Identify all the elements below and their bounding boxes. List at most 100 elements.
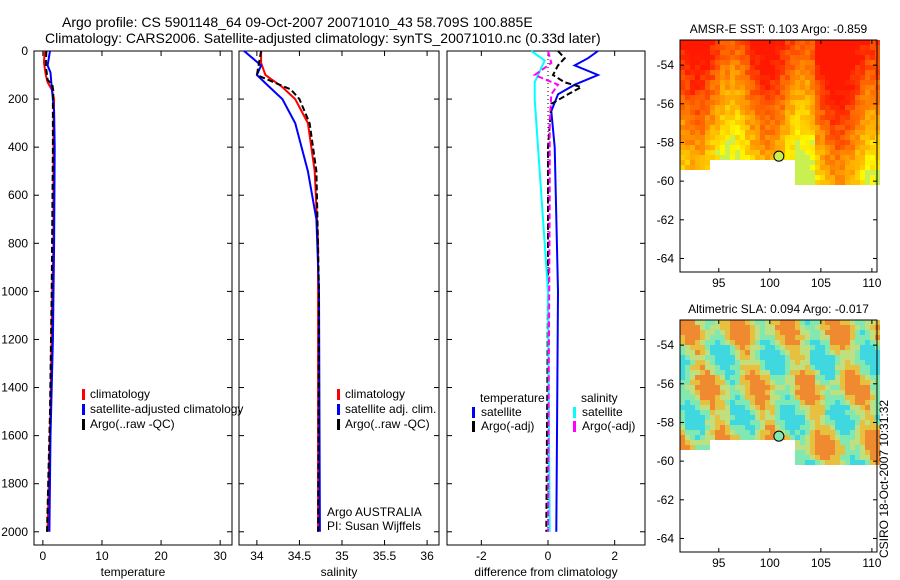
- y-tick-label: -62: [657, 493, 675, 507]
- map-cell: [745, 355, 750, 360]
- map-cell: [760, 375, 765, 380]
- map-cell: [695, 160, 700, 165]
- map-cell: [715, 130, 720, 135]
- map-cell: [755, 320, 760, 325]
- map-cell: [825, 55, 830, 60]
- map-cell: [705, 110, 710, 115]
- map-cell: [740, 80, 745, 85]
- map-cell: [765, 380, 770, 385]
- map-cell: [785, 70, 790, 75]
- map-cell: [835, 45, 840, 50]
- map-cell: [850, 405, 855, 410]
- map-cell: [720, 140, 725, 145]
- map-cell: [850, 145, 855, 150]
- map-cell: [790, 395, 795, 400]
- map-cell: [745, 105, 750, 110]
- map-cell: [825, 445, 830, 450]
- map-cell: [690, 370, 695, 375]
- map-cell: [795, 415, 800, 420]
- map-cell: [710, 85, 715, 90]
- map-cell: [835, 320, 840, 325]
- map-cell: [750, 390, 755, 395]
- map-cell: [865, 110, 870, 115]
- legend-swatch: [472, 421, 475, 432]
- map-cell: [855, 415, 860, 420]
- map-cell: [805, 130, 810, 135]
- map-cell: [830, 350, 835, 355]
- map-cell: [710, 390, 715, 395]
- map-cell: [780, 345, 785, 350]
- map-cell: [720, 400, 725, 405]
- map-cell: [810, 180, 815, 185]
- map-cell: [685, 415, 690, 420]
- map-cell: [825, 160, 830, 165]
- map-cell: [855, 55, 860, 60]
- map-cell: [820, 400, 825, 405]
- map-cell: [730, 360, 735, 365]
- map-cell: [725, 55, 730, 60]
- map-cell: [705, 80, 710, 85]
- map-cell: [725, 420, 730, 425]
- map-cell: [815, 420, 820, 425]
- map-cell: [850, 375, 855, 380]
- map-cell: [840, 40, 845, 45]
- map-cell: [760, 155, 765, 160]
- map-cell: [780, 140, 785, 145]
- map-cell: [745, 435, 750, 440]
- map-cell: [825, 180, 830, 185]
- map-cell: [835, 430, 840, 435]
- map-cell: [755, 140, 760, 145]
- map-cell: [805, 400, 810, 405]
- map-cell: [800, 425, 805, 430]
- map-cell: [730, 385, 735, 390]
- map-cell: [745, 350, 750, 355]
- map-cell: [720, 55, 725, 60]
- map-cell: [845, 90, 850, 95]
- map-cell: [735, 385, 740, 390]
- map-cell: [860, 375, 865, 380]
- map-cell: [840, 130, 845, 135]
- map-cell: [750, 95, 755, 100]
- map-cell: [715, 380, 720, 385]
- map-cell: [855, 165, 860, 170]
- map-cell: [835, 50, 840, 55]
- map-cell: [860, 370, 865, 375]
- map-cell: [810, 435, 815, 440]
- map-cell: [790, 365, 795, 370]
- map-cell: [825, 95, 830, 100]
- map-cell: [695, 340, 700, 345]
- map-cell: [735, 325, 740, 330]
- map-cell: [725, 380, 730, 385]
- map-cell: [795, 50, 800, 55]
- map-cell: [750, 425, 755, 430]
- map-cell: [700, 120, 705, 125]
- map-cell: [800, 330, 805, 335]
- map-cell: [725, 335, 730, 340]
- map-cell: [710, 350, 715, 355]
- map-cell: [870, 375, 875, 380]
- map-cell: [840, 65, 845, 70]
- map-cell: [740, 410, 745, 415]
- map-cell: [730, 390, 735, 395]
- map-cell: [745, 345, 750, 350]
- map-cell: [850, 350, 855, 355]
- map-cell: [715, 320, 720, 325]
- map-cell: [820, 135, 825, 140]
- map-cell: [700, 95, 705, 100]
- map-cell: [850, 75, 855, 80]
- map-cell: [680, 120, 685, 125]
- map-cell: [810, 145, 815, 150]
- map-cell: [835, 440, 840, 445]
- map-cell: [825, 75, 830, 80]
- map-cell: [830, 380, 835, 385]
- map-cell: [790, 130, 795, 135]
- map-cell: [800, 120, 805, 125]
- map-cell: [775, 50, 780, 55]
- map-cell: [740, 345, 745, 350]
- map-cell: [750, 70, 755, 75]
- map-cell: [725, 120, 730, 125]
- map-cell: [795, 115, 800, 120]
- map-cell: [800, 385, 805, 390]
- map-cell: [790, 375, 795, 380]
- map-cell: [800, 365, 805, 370]
